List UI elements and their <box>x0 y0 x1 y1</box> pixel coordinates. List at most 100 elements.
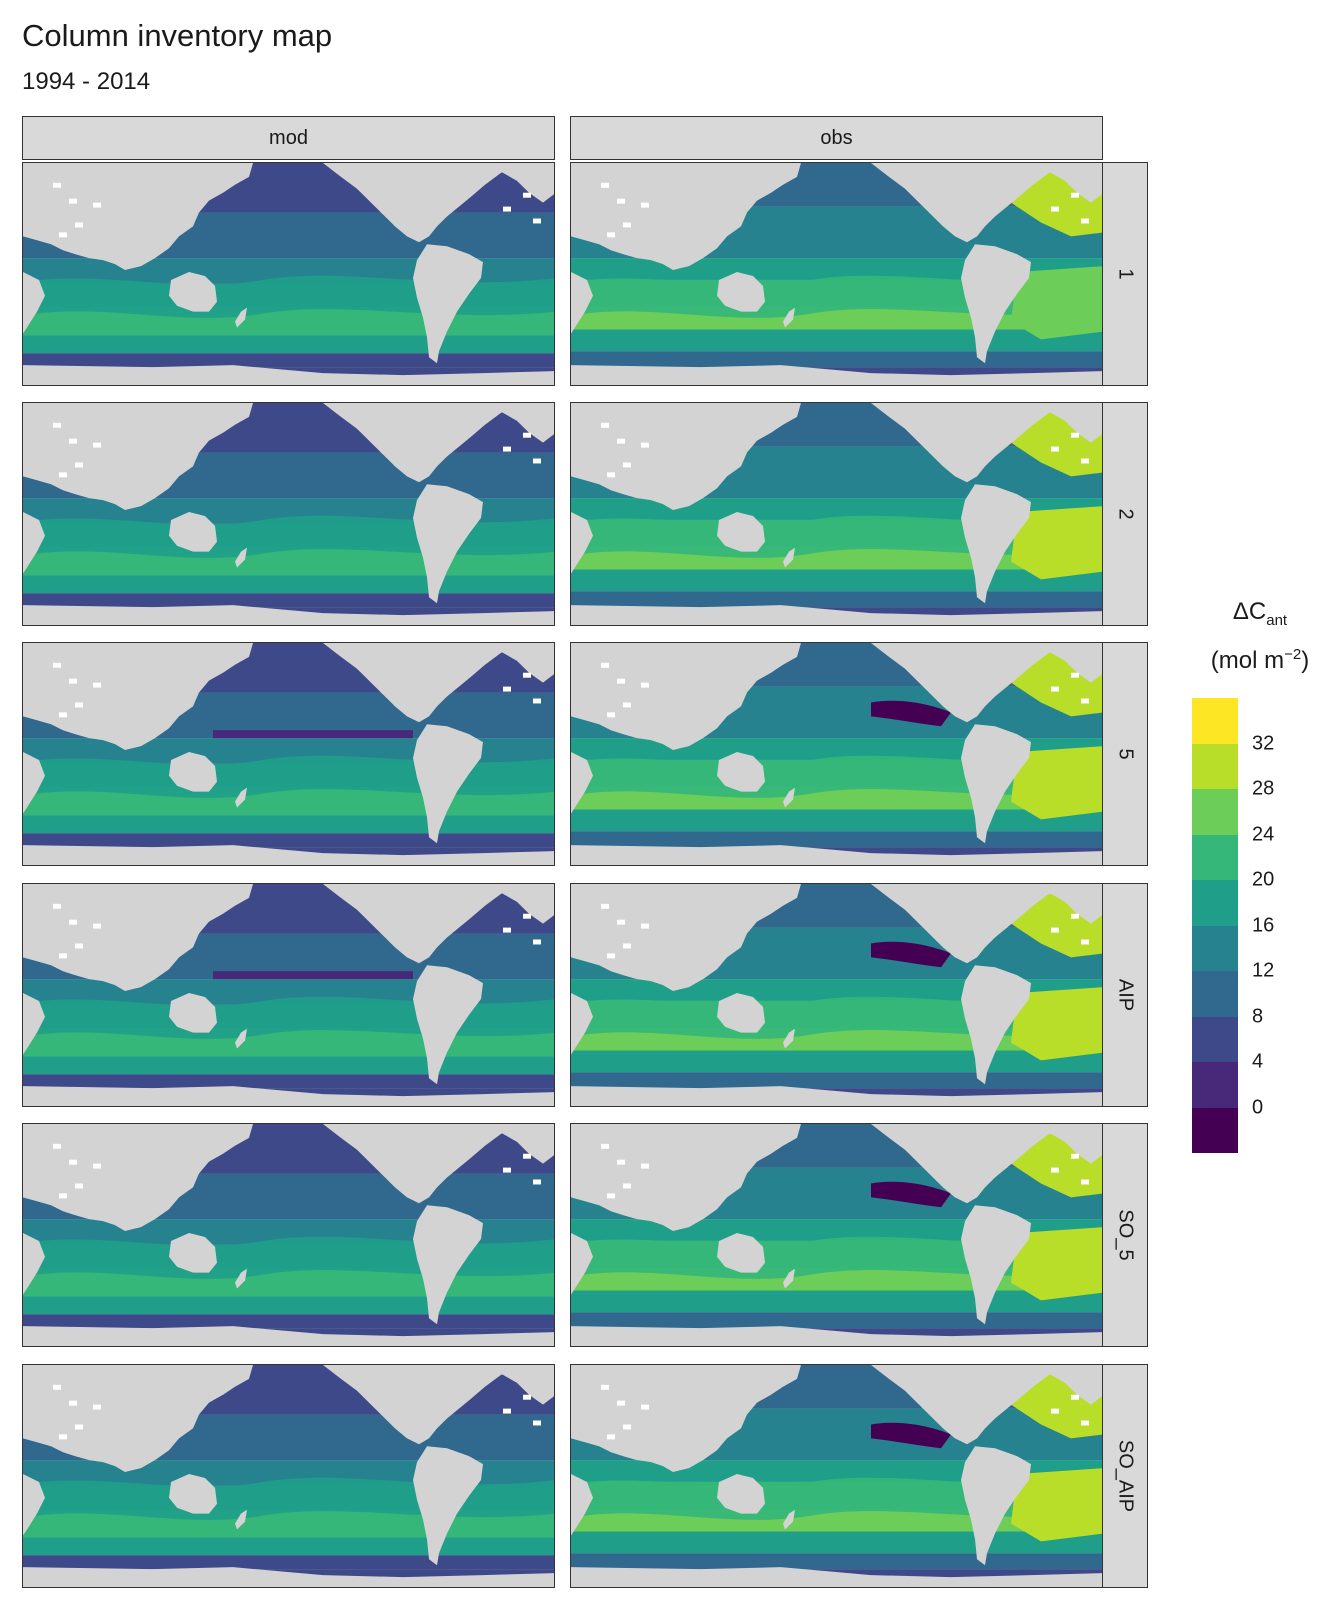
plot-subtitle: 1994 - 2014 <box>22 68 151 95</box>
ice-speck <box>75 222 83 228</box>
ice-speck <box>503 927 511 933</box>
legend-title: ΔCant <box>1232 598 1288 629</box>
map-panel-mod-AIP <box>22 883 555 1107</box>
land-mass <box>871 1365 1102 1445</box>
land-mass <box>961 484 1031 604</box>
legend-tick-label: 16 <box>1252 914 1275 936</box>
ice-speck <box>641 1404 649 1410</box>
land-mass <box>717 1233 765 1273</box>
plot-title: Column inventory map <box>22 18 333 53</box>
land-mass <box>571 1474 593 1536</box>
ocean-band <box>23 353 554 368</box>
ice-speck <box>641 923 649 929</box>
land-mass <box>235 547 247 568</box>
ocean-band <box>23 1056 554 1075</box>
ice-speck <box>623 222 631 228</box>
ice-speck <box>503 686 511 692</box>
ice-speck <box>93 1404 101 1410</box>
land-mass <box>23 1124 253 1232</box>
ice-speck <box>623 702 631 708</box>
ocean-band <box>571 1312 1102 1329</box>
land-mass <box>571 605 1102 625</box>
land-mass <box>169 993 217 1033</box>
land-mass <box>413 1205 483 1325</box>
ice-speck <box>59 953 67 959</box>
land-mass <box>571 1086 1102 1106</box>
ocean-band <box>23 575 554 594</box>
map-panel-obs-SO_5 <box>570 1123 1103 1347</box>
land-mass <box>493 1124 554 1164</box>
ice-speck <box>69 1159 77 1165</box>
ice-speck <box>607 1434 615 1440</box>
ice-speck <box>53 1384 61 1390</box>
ice-speck <box>601 903 609 909</box>
legend-unit: (mol m−2) <box>1210 646 1310 674</box>
row-strip-label: 2 <box>1114 508 1137 520</box>
ice-speck <box>617 198 625 204</box>
ice-speck <box>523 192 531 198</box>
ice-speck <box>93 442 101 448</box>
map-panel-obs-5 <box>570 642 1103 866</box>
ice-speck <box>59 232 67 238</box>
land-mass <box>783 1028 795 1049</box>
ice-speck <box>75 943 83 949</box>
land-mass <box>413 965 483 1085</box>
map-panel-obs-SO_AIP <box>570 1364 1103 1588</box>
ice-speck <box>523 432 531 438</box>
ice-speck <box>1051 1408 1059 1414</box>
column-strip-obs: obs <box>570 116 1103 160</box>
legend-swatch <box>1192 971 1238 1017</box>
land-mass <box>493 163 554 203</box>
ice-speck <box>69 438 77 444</box>
ice-speck <box>1071 1153 1079 1159</box>
land-mass <box>571 643 801 751</box>
ice-speck <box>1071 672 1079 678</box>
map-panel-mod-SO_AIP <box>22 1364 555 1588</box>
land-mass <box>961 244 1031 364</box>
ice-speck <box>601 182 609 188</box>
ocean-band <box>571 1531 1102 1554</box>
ice-speck <box>1051 206 1059 212</box>
ice-speck <box>533 458 541 464</box>
ocean-band <box>571 329 1102 352</box>
ice-speck <box>75 1424 83 1430</box>
ice-speck <box>641 442 649 448</box>
legend-tick-label: 4 <box>1252 1050 1264 1073</box>
ocean-low <box>871 700 951 727</box>
land-mass <box>23 1365 253 1473</box>
ice-speck <box>623 462 631 468</box>
land-mass <box>235 1268 247 1289</box>
ocean-band <box>571 351 1102 368</box>
ocean-hotspot <box>1011 987 1102 1061</box>
ice-speck <box>1081 1420 1089 1426</box>
ocean-hotspot <box>1011 1227 1102 1301</box>
ice-speck <box>1051 686 1059 692</box>
ice-speck <box>53 1143 61 1149</box>
row-strip-label: 1 <box>1114 268 1137 280</box>
ice-speck <box>93 682 101 688</box>
land-mass <box>783 787 795 808</box>
land-mass <box>169 1474 217 1514</box>
land-mass <box>493 884 554 924</box>
ice-speck <box>623 1183 631 1189</box>
land-mass <box>413 724 483 844</box>
ocean-band <box>23 335 554 354</box>
ocean-band <box>23 833 554 848</box>
ice-speck <box>1081 1179 1089 1185</box>
land-mass <box>1041 1365 1102 1405</box>
land-mass <box>717 512 765 552</box>
map-panel-mod-5 <box>22 642 555 866</box>
land-mass <box>413 244 483 364</box>
row-strip-label: SO_AIP <box>1114 1439 1137 1513</box>
ice-speck <box>607 953 615 959</box>
land-mass <box>235 307 247 328</box>
ocean-hotspot <box>1011 746 1102 820</box>
ice-speck <box>617 1400 625 1406</box>
ice-speck <box>533 1420 541 1426</box>
land-mass <box>783 547 795 568</box>
ice-speck <box>641 682 649 688</box>
land-mass <box>1041 643 1102 683</box>
legend-swatch <box>1192 789 1238 835</box>
map-panel-mod-SO_5 <box>22 1123 555 1347</box>
ice-speck <box>75 1183 83 1189</box>
